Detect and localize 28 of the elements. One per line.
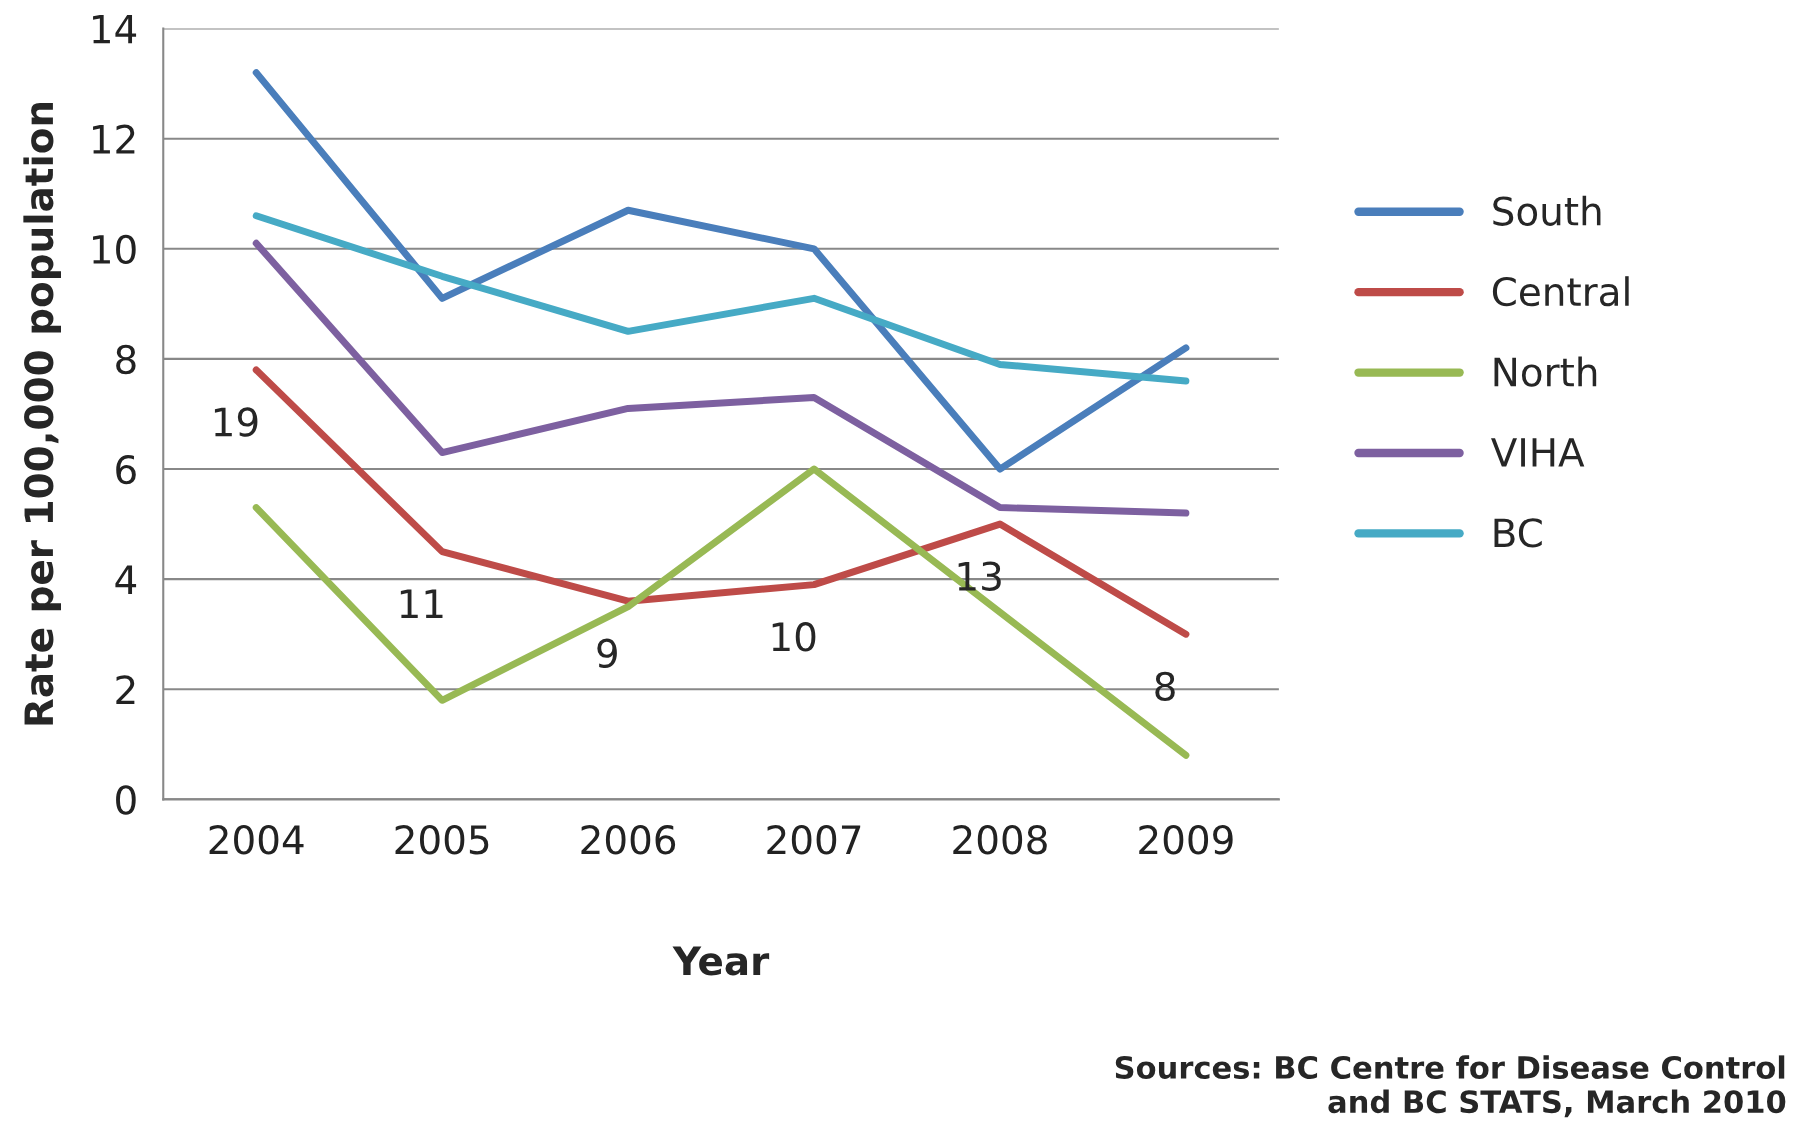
x-tick-label: 2009	[1139, 825, 1233, 855]
annotation: 13	[958, 561, 1001, 591]
legend-label: VIHA	[1491, 438, 1585, 467]
y-tick-label: 10	[93, 234, 136, 265]
y-tick-label: 8	[116, 344, 136, 375]
annotation: 19	[214, 407, 258, 437]
legend-label: Central	[1492, 276, 1629, 307]
x-tick-label: 2007	[767, 825, 861, 855]
annotation: 11	[400, 589, 443, 618]
y-tick-label: 12	[93, 124, 135, 154]
y-tick-label: 4	[115, 565, 137, 594]
annotation: 9	[597, 638, 617, 669]
x-tick-label: 2008	[953, 825, 1047, 855]
y-tick-label: 6	[116, 454, 136, 485]
y-tick-label: 2	[116, 675, 135, 705]
y-tick-label: 0	[116, 785, 136, 815]
legend-label: South	[1493, 195, 1601, 226]
y-axis-title: Rate per 100,000 population	[23, 102, 61, 725]
annotation: 10	[772, 622, 816, 652]
y-tick-label: 14	[93, 14, 137, 44]
annotation: 8	[1155, 671, 1175, 702]
legend-label: BC	[1494, 518, 1542, 548]
legend-label: North	[1494, 356, 1597, 387]
x-tick-label: 2005	[395, 825, 489, 855]
source-note: Sources: BC Centre for Disease Control and BC STATS, March 2010	[1115, 1055, 1786, 1118]
x-tick-label: 2006	[581, 825, 676, 855]
x-tick-label: 2004	[209, 825, 304, 855]
x-axis-title: Year	[672, 946, 770, 976]
